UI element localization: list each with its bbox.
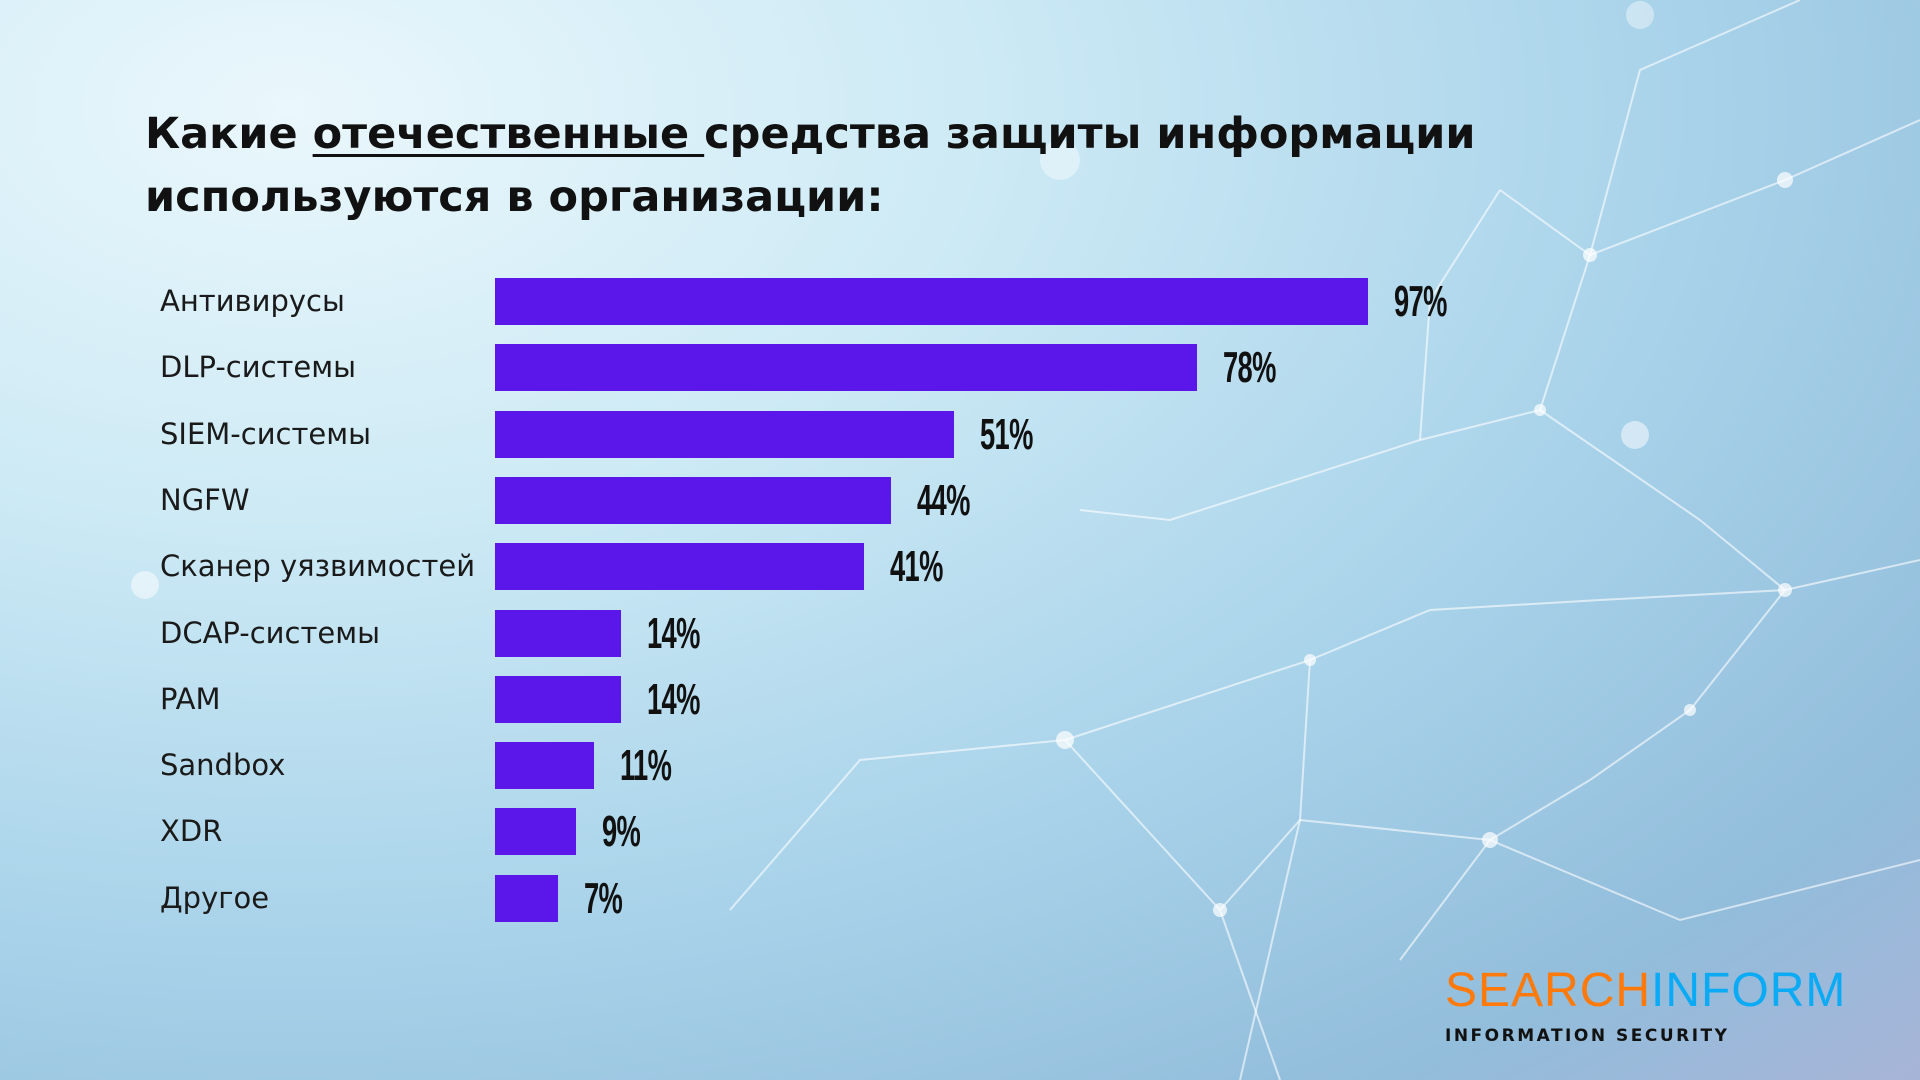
category-label: DLP-системы — [160, 350, 357, 385]
title-underlined: отечественные — [312, 109, 705, 159]
bar — [495, 874, 558, 922]
bar — [495, 742, 594, 790]
title-text: средства защиты информации — [704, 109, 1476, 159]
title-text: Какие — [145, 109, 313, 159]
chart-title: Какие отечественные средства защиты инфо… — [145, 103, 1476, 229]
bar — [495, 609, 621, 657]
value-label: 9% — [602, 807, 641, 857]
category-label: SIEM-системы — [160, 416, 372, 451]
category-label: PAM — [160, 681, 221, 716]
value-label: 78% — [1223, 343, 1276, 393]
logo-part1: SEARCH — [1445, 964, 1652, 1017]
logo-part2: INFORM — [1651, 964, 1847, 1017]
category-label: DCAP-системы — [160, 615, 380, 650]
value-label: 44% — [917, 475, 970, 525]
category-label: Другое — [160, 880, 270, 915]
logo-tagline: INFORMATION SECURITY — [1445, 1026, 1730, 1046]
value-label: 51% — [980, 409, 1033, 459]
category-label: Сканер уязвимостей — [160, 549, 476, 584]
category-label: NGFW — [160, 482, 250, 517]
bar — [495, 410, 954, 458]
category-label: Антивирусы — [160, 284, 345, 318]
bar — [495, 675, 621, 723]
value-label: 97% — [1394, 277, 1447, 326]
value-label: 7% — [584, 873, 623, 923]
value-label: 14% — [647, 608, 700, 658]
searchinform-logo: SEARCHINFORM INFORMATION SECURITY — [1445, 964, 1847, 1047]
bar — [495, 476, 891, 524]
value-label: 11% — [620, 741, 672, 791]
bar — [495, 543, 864, 591]
value-label: 41% — [890, 542, 943, 592]
bar — [495, 808, 576, 856]
value-label: 14% — [647, 674, 700, 724]
bar — [495, 344, 1197, 392]
category-label: XDR — [160, 814, 223, 849]
bar — [495, 278, 1368, 325]
category-label: Sandbox — [160, 748, 286, 783]
title-line2: используются в организации: — [145, 172, 884, 222]
